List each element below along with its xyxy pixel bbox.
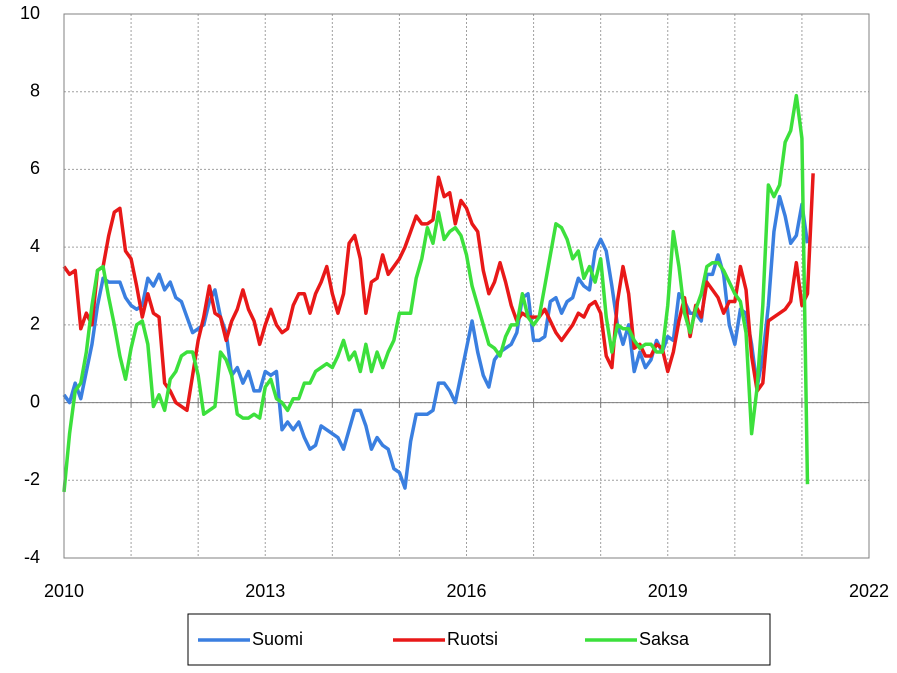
x-tick-label: 2022 <box>849 581 889 601</box>
y-tick-label: -4 <box>24 547 40 567</box>
legend: Suomi Ruotsi Saksa <box>187 613 771 666</box>
plot <box>62 93 815 493</box>
y-tick-label: 4 <box>30 236 40 256</box>
y-tick-label: 10 <box>20 3 40 23</box>
y-tick-label: 6 <box>30 158 40 178</box>
x-tick-label: 2019 <box>648 581 688 601</box>
series-line <box>62 194 810 490</box>
legend-label: Saksa <box>639 629 690 649</box>
x-tick-label: 2016 <box>446 581 486 601</box>
plot-frame <box>63 13 870 559</box>
legend-label: Suomi <box>252 629 303 649</box>
legend-box <box>187 613 771 666</box>
y-tick-label: -2 <box>24 469 40 489</box>
series-line <box>62 93 810 493</box>
x-tick-label: 2010 <box>44 581 84 601</box>
y-tick-label: 2 <box>30 314 40 334</box>
grid: -4 -2 0 2 4 6 8 10 2010 2013 2016 2019 2022 <box>20 3 889 601</box>
legend-label: Ruotsi <box>447 629 498 649</box>
y-tick-label: 8 <box>30 80 40 100</box>
x-tick-label: 2013 <box>245 581 285 601</box>
y-tick-label: 0 <box>30 391 40 411</box>
